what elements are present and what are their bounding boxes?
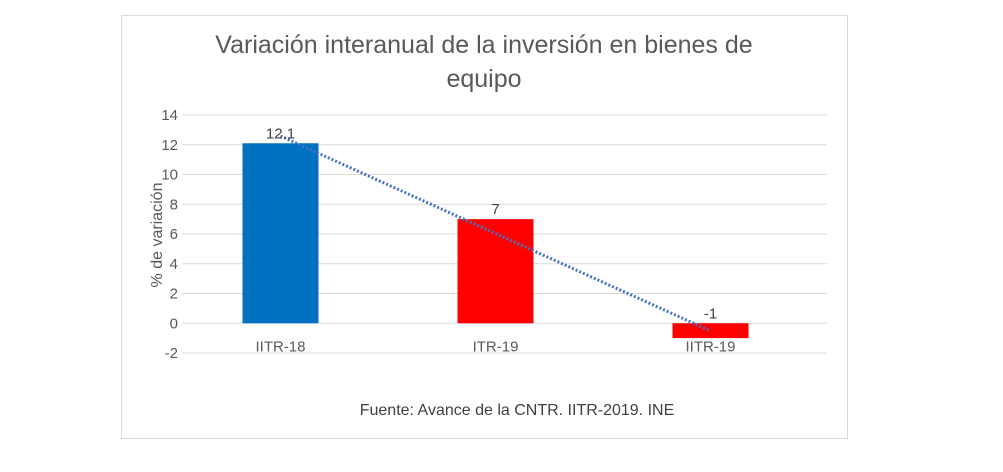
x-tick-label: ITR-19 bbox=[473, 338, 519, 355]
trendline bbox=[279, 134, 712, 333]
bar-itr-19 bbox=[457, 219, 534, 324]
chart-title-line-1: Variación interanual de la inversión en … bbox=[215, 31, 752, 59]
y-tick-label: 6 bbox=[170, 226, 178, 243]
y-tick-label: 10 bbox=[161, 167, 178, 184]
y-axis-label: % de variación bbox=[149, 183, 166, 288]
bar-iitr-19 bbox=[672, 323, 749, 339]
source-note: Fuente: Avance de la CNTR. IITR-2019. IN… bbox=[360, 402, 675, 419]
y-tick-label: 4 bbox=[170, 256, 178, 273]
bar-iitr-18 bbox=[242, 143, 319, 324]
y-tick-label: 12 bbox=[161, 137, 178, 154]
y-tick-label: 0 bbox=[170, 315, 178, 332]
data-label: 7 bbox=[491, 201, 499, 218]
y-tick-label: 14 bbox=[161, 107, 178, 124]
x-tick-label: IITR-18 bbox=[255, 338, 305, 355]
y-tick-label: 2 bbox=[170, 286, 178, 303]
chart-title-line-2: equipo bbox=[446, 65, 521, 93]
y-tick-label: -2 bbox=[165, 345, 178, 362]
x-tick-label: IITR-19 bbox=[685, 338, 735, 355]
data-label: -1 bbox=[704, 305, 717, 322]
y-tick-label: 8 bbox=[170, 196, 178, 213]
data-label: 12.1 bbox=[266, 125, 295, 142]
